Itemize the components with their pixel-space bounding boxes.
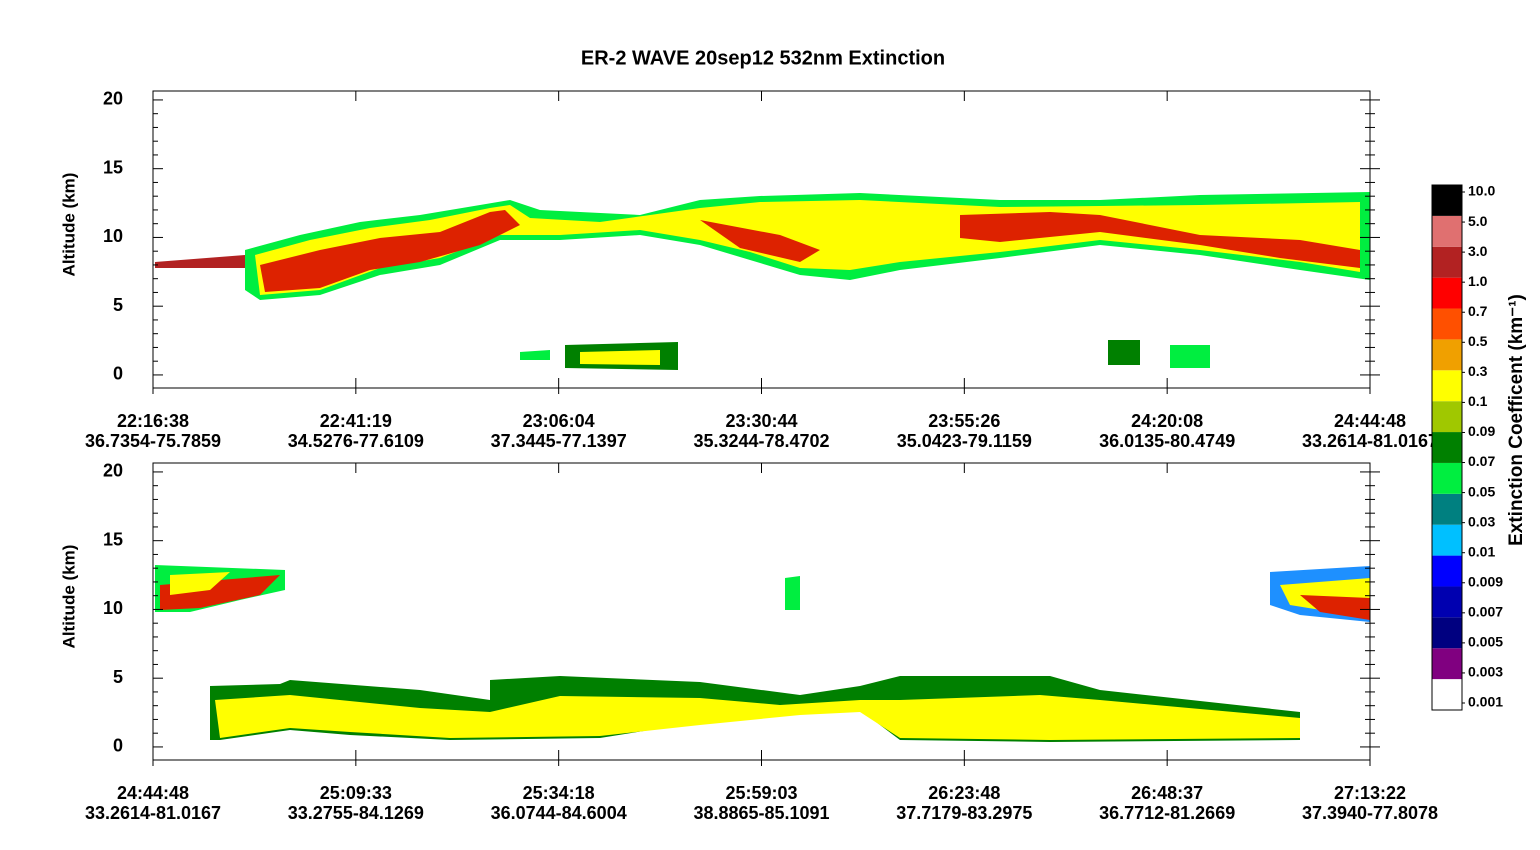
axes: 0510152022:16:3836.7354-75.785922:41:193…: [59, 89, 1438, 451]
x-tick-location: 35.3244-78.4702: [693, 431, 829, 451]
colorbar-tick-label: 0.1: [1468, 393, 1488, 409]
colorbar-swatch: [1432, 339, 1462, 371]
colorbar-tick-label: 0.03: [1468, 513, 1495, 529]
y-tick-label: 10: [103, 226, 123, 246]
colorbar-tick-label: 0.007: [1468, 604, 1503, 620]
x-tick-label: 24:20:08: [1131, 411, 1203, 431]
x-tick-location: 38.8865-85.1091: [693, 803, 829, 823]
colorbar-swatch: [1432, 617, 1462, 649]
x-tick-location: 36.7712-81.2669: [1099, 803, 1235, 823]
colorbar-swatch: [1432, 277, 1462, 309]
x-tick-label: 23:30:44: [725, 411, 797, 431]
colorbar-swatch: [1432, 555, 1462, 587]
x-tick-location: 36.0744-84.6004: [491, 803, 627, 823]
y-tick-label: 10: [103, 598, 123, 618]
x-tick-location: 37.3445-77.1397: [491, 431, 627, 451]
x-tick-label: 25:59:03: [725, 783, 797, 803]
colorbar-swatch: [1432, 401, 1462, 433]
x-tick-location: 33.2614-81.0167: [85, 803, 221, 823]
x-tick-location: 34.5276-77.6109: [288, 431, 424, 451]
colorbar-swatch: [1432, 679, 1462, 710]
colorbar-swatch: [1432, 432, 1462, 463]
x-tick-label: 27:13:22: [1334, 783, 1406, 803]
x-tick-location: 36.7354-75.7859: [85, 431, 221, 451]
curtain-image: [155, 565, 1370, 742]
colorbar-tick-label: 1.0: [1468, 273, 1488, 289]
colorbar-swatch: [1432, 648, 1462, 680]
x-tick-location: 33.2614-81.0167: [1302, 431, 1438, 451]
x-tick-label: 23:06:04: [523, 411, 595, 431]
colorbar-swatch: [1432, 185, 1462, 216]
colorbar-tick-label: 0.5: [1468, 333, 1488, 349]
y-tick-label: 20: [103, 89, 123, 109]
colorbar-swatch: [1432, 586, 1462, 618]
colorbar-swatch: [1432, 493, 1462, 525]
x-tick-label: 26:48:37: [1131, 783, 1203, 803]
x-tick-label: 25:34:18: [523, 783, 595, 803]
colorbar-swatch: [1432, 524, 1462, 556]
colorbar-swatch: [1432, 370, 1462, 402]
curtain-image: [155, 192, 1370, 370]
y-tick-label: 15: [103, 529, 123, 549]
colorbar-swatch: [1432, 246, 1462, 278]
colorbar-tick-label: 0.07: [1468, 453, 1495, 469]
y-tick-label: 5: [113, 295, 123, 315]
colorbar-frame: [1431, 184, 1463, 711]
colorbar-tick-label: 0.09: [1468, 423, 1495, 439]
colorbar-label: Extinction Coefficent (km⁻¹): [1506, 294, 1527, 546]
y-tick-label: 5: [113, 667, 123, 687]
colorbar-swatch: [1432, 215, 1462, 247]
x-tick-location: 36.0135-80.4749: [1099, 431, 1235, 451]
x-tick-location: 37.7179-83.2975: [896, 803, 1032, 823]
x-tick-location: 35.0423-79.1159: [897, 431, 1032, 451]
y-axis-label: Altitude (km): [59, 545, 78, 649]
x-tick-label: 24:44:48: [117, 783, 189, 803]
x-tick-label: 22:16:38: [117, 411, 189, 431]
colorbar-tick-label: 0.005: [1468, 634, 1503, 650]
colorbar-tick-label: 3.0: [1468, 243, 1488, 259]
y-tick-label: 0: [113, 364, 123, 384]
colorbar-tick-label: 0.001: [1468, 694, 1503, 710]
x-tick-label: 23:55:26: [928, 411, 1000, 431]
x-tick-label: 26:23:48: [928, 783, 1000, 803]
colorbar-swatch: [1432, 308, 1462, 340]
y-axis-label: Altitude (km): [59, 173, 78, 277]
colorbar-tick-label: 0.7: [1468, 303, 1488, 319]
x-tick-label: 25:09:33: [320, 783, 392, 803]
colorbar-tick-label: 5.0: [1468, 213, 1488, 229]
axes: 0510152024:44:4833.2614-81.016725:09:333…: [59, 461, 1438, 823]
colorbar-swatch: [1432, 462, 1462, 494]
colorbar-tick-label: 0.009: [1468, 573, 1503, 589]
y-tick-label: 0: [113, 736, 123, 756]
x-tick-label: 24:44:48: [1334, 411, 1406, 431]
colorbar-tick-label: 0.3: [1468, 363, 1488, 379]
y-tick-label: 15: [103, 157, 123, 177]
colorbar-tick-label: 0.01: [1468, 543, 1495, 559]
colorbar-tick-label: 0.003: [1468, 664, 1503, 680]
x-tick-location: 37.3940-77.8078: [1302, 803, 1438, 823]
x-tick-label: 22:41:19: [320, 411, 392, 431]
y-tick-label: 20: [103, 461, 123, 481]
colorbar-tick-label: 0.05: [1468, 483, 1495, 499]
x-tick-location: 33.2755-84.1269: [288, 803, 424, 823]
colorbar-tick-label: 10.0: [1468, 183, 1495, 199]
chart-title: ER-2 WAVE 20sep12 532nm Extinction: [581, 47, 945, 69]
